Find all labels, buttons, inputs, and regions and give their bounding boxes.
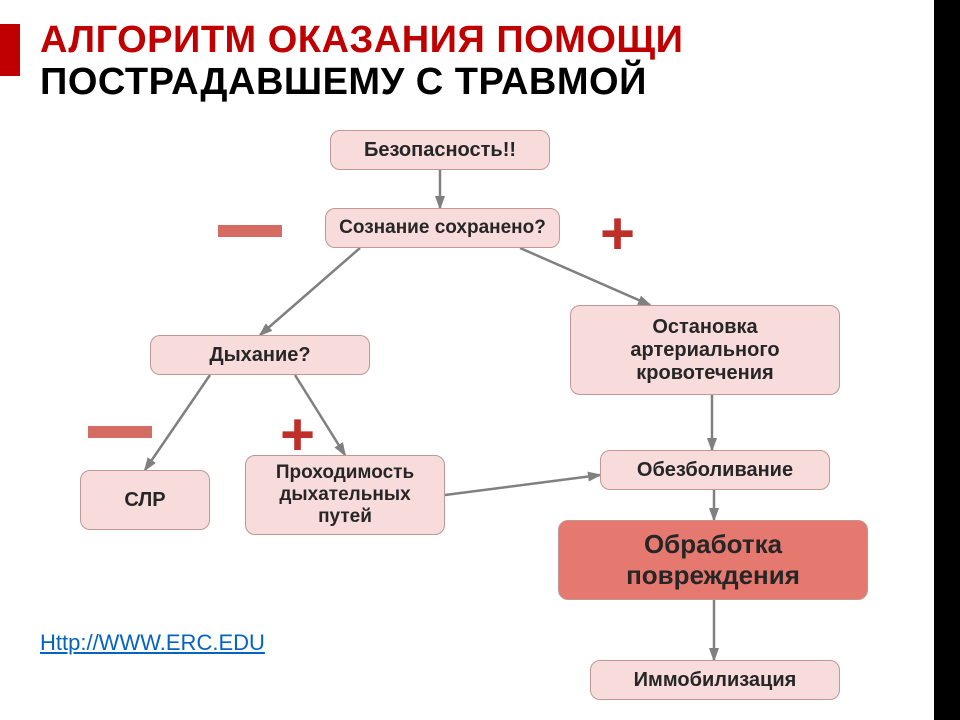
plus-icon: + (600, 204, 635, 264)
node-n7: Обезболивание (600, 450, 830, 490)
node-n9: Иммобилизация (590, 660, 840, 700)
source-link[interactable]: Http://WWW.ERC.EDU (40, 630, 265, 656)
minus-icon: ▬ (88, 405, 152, 445)
right-bar (934, 0, 960, 720)
plus-icon: + (280, 405, 315, 465)
arrow-n3-n5 (145, 375, 210, 470)
node-n6: Проходимость дыхательных путей (245, 455, 445, 535)
node-n1: Безопасность!! (330, 130, 550, 170)
node-n4: Остановка артериального кровотечения (570, 305, 840, 395)
node-n3: Дыхание? (150, 335, 370, 375)
page: АЛГОРИТМ ОКАЗАНИЯ ПОМОЩИ ПОСТРАДАВШЕМУ С… (0, 0, 960, 720)
node-n8: Обработка повреждения (558, 520, 868, 600)
arrow-n2-n3 (260, 248, 360, 335)
node-n5: СЛР (80, 470, 210, 530)
page-title: АЛГОРИТМ ОКАЗАНИЯ ПОМОЩИ ПОСТРАДАВШЕМУ С… (40, 20, 880, 104)
arrow-n6-n7 (445, 475, 600, 495)
node-n2: Сознание сохранено? (325, 208, 560, 248)
title-line2: ПОСТРАДАВШЕМУ С ТРАВМОЙ (40, 61, 647, 103)
minus-icon: ▬ (218, 204, 282, 244)
red-stub (0, 24, 20, 76)
title-line1: АЛГОРИТМ ОКАЗАНИЯ ПОМОЩИ (40, 19, 683, 61)
